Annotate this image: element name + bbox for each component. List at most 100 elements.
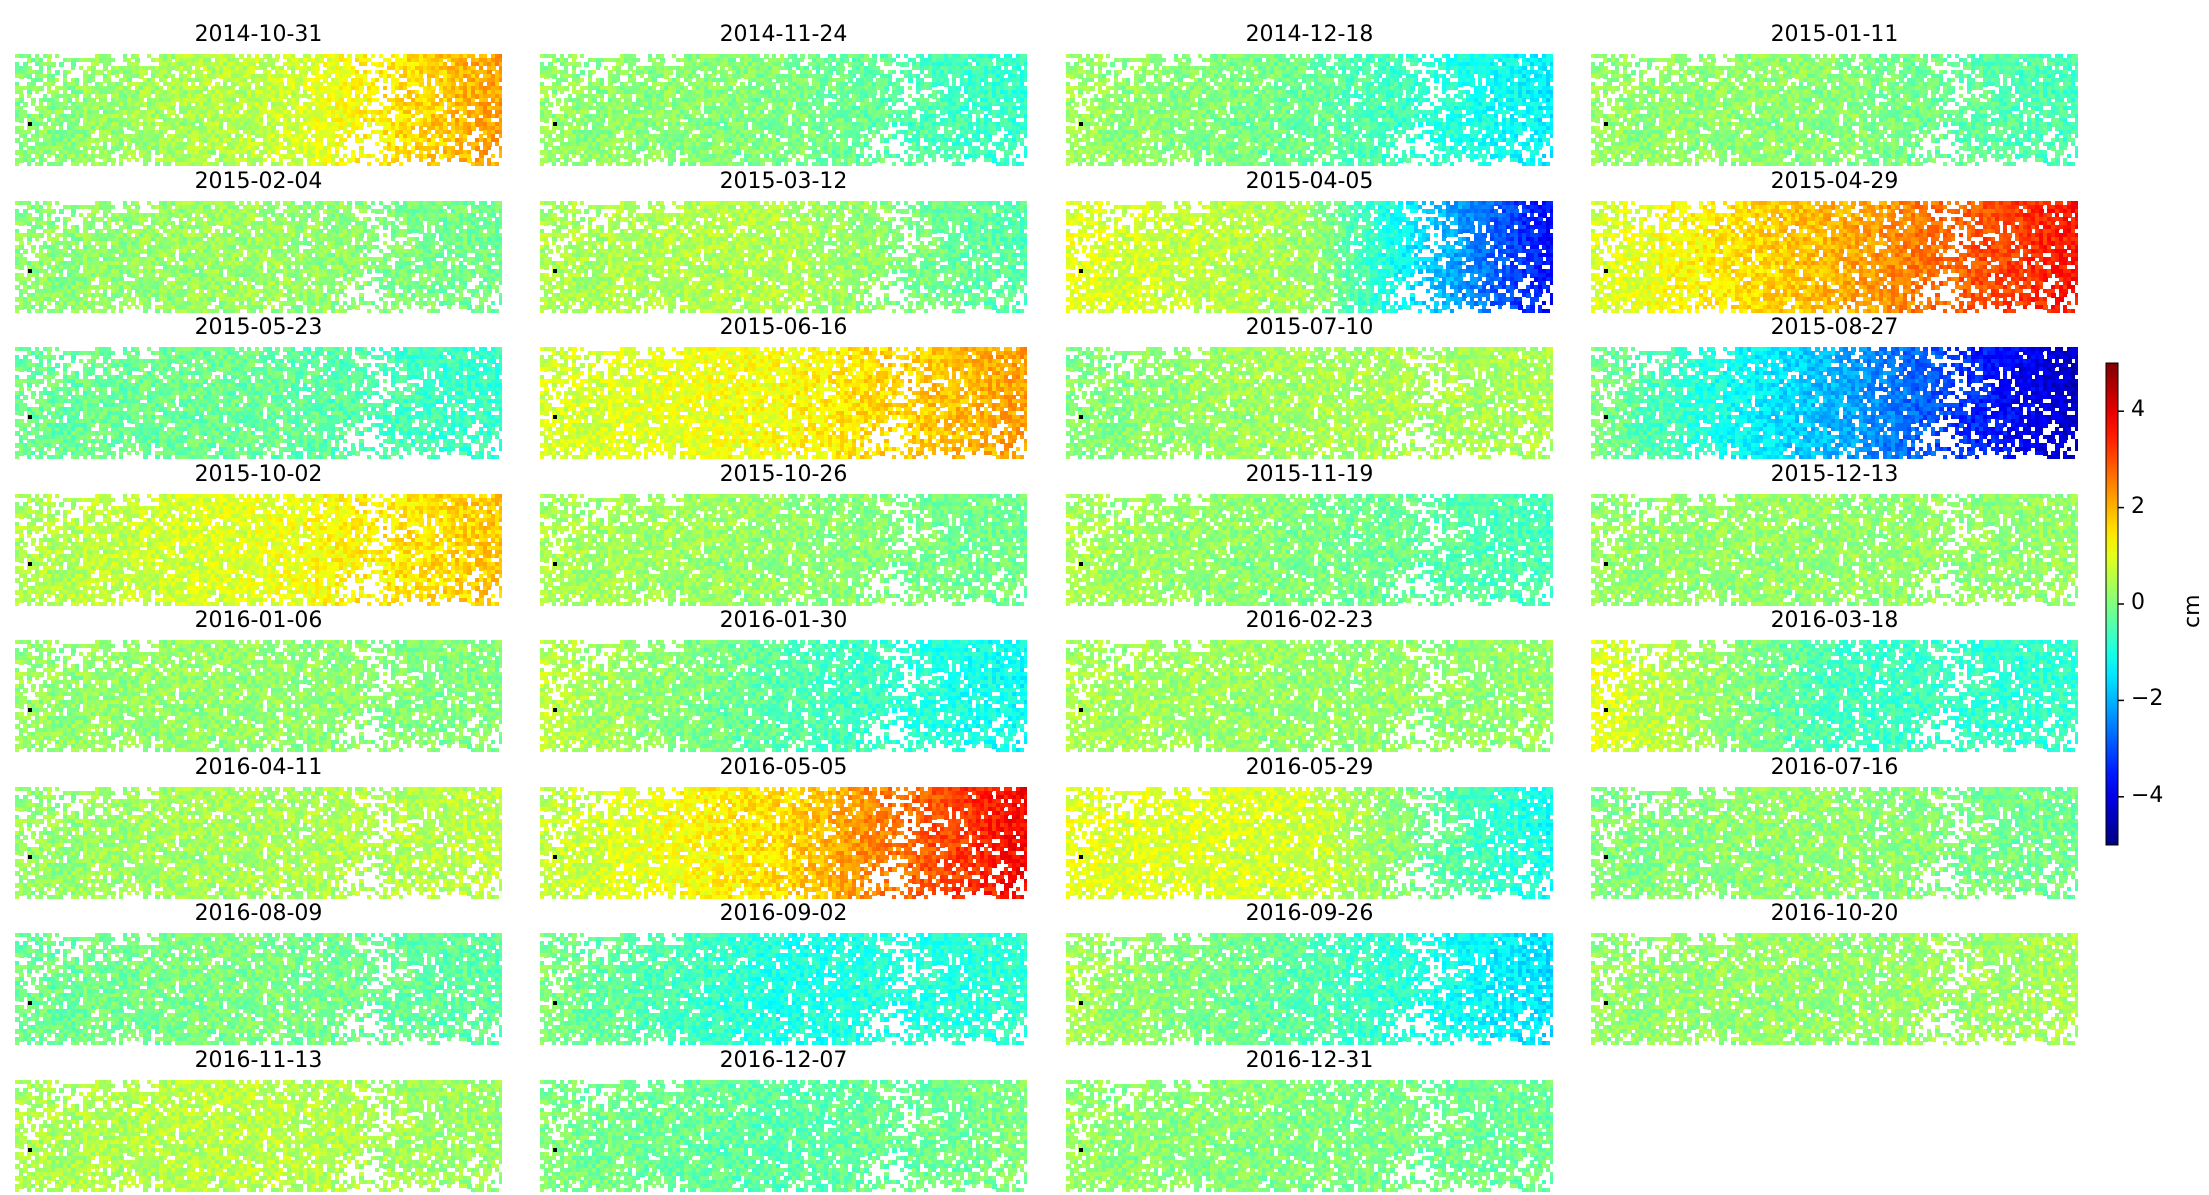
map-panel: 2014-11-24 — [540, 54, 1027, 166]
map-panel: 2016-02-23 — [1066, 640, 1553, 752]
displacement-pixels — [540, 201, 1027, 313]
displacement-map — [1066, 201, 1553, 313]
reference-point-marker — [1079, 1001, 1083, 1005]
displacement-map — [15, 787, 502, 899]
displacement-pixels — [540, 640, 1027, 752]
displacement-map — [15, 54, 502, 166]
reference-point-marker — [28, 1001, 32, 1005]
displacement-pixels — [1066, 787, 1553, 899]
displacement-pixels — [540, 494, 1027, 606]
panel-title: 2015-08-27 — [1591, 315, 2078, 340]
reference-point-marker — [28, 708, 32, 712]
reference-point-marker — [1604, 269, 1608, 273]
colorbar-unit-label: cm — [2180, 594, 2205, 628]
reference-point-marker — [1079, 855, 1083, 859]
reference-point-marker — [553, 415, 557, 419]
map-panel: 2016-03-18 — [1591, 640, 2078, 752]
panel-title: 2016-05-05 — [540, 755, 1027, 780]
colorbar-tick-label: 2 — [2131, 494, 2145, 519]
displacement-map — [1066, 1080, 1553, 1192]
panel-title: 2016-11-13 — [15, 1048, 502, 1073]
reference-point-marker — [553, 855, 557, 859]
displacement-map — [1591, 494, 2078, 606]
colorbar — [2105, 362, 2129, 846]
map-panel: 2015-07-10 — [1066, 347, 1553, 459]
map-panel: 2015-10-26 — [540, 494, 1027, 606]
displacement-pixels — [1591, 787, 2078, 899]
displacement-pixels — [540, 787, 1027, 899]
displacement-map — [1591, 640, 2078, 752]
reference-point-marker — [553, 708, 557, 712]
panel-title: 2016-03-18 — [1591, 608, 2078, 633]
reference-point-marker — [1604, 1001, 1608, 1005]
reference-point-marker — [1079, 122, 1083, 126]
displacement-pixels — [15, 640, 502, 752]
map-panel: 2015-04-29 — [1591, 201, 2078, 313]
displacement-map — [15, 201, 502, 313]
displacement-map — [540, 201, 1027, 313]
panel-title: 2016-10-20 — [1591, 901, 2078, 926]
displacement-pixels — [1591, 494, 2078, 606]
displacement-map — [540, 494, 1027, 606]
map-panel: 2016-01-06 — [15, 640, 502, 752]
map-panel: 2015-08-27 — [1591, 347, 2078, 459]
reference-point-marker — [1079, 562, 1083, 566]
reference-point-marker — [1079, 269, 1083, 273]
displacement-pixels — [1066, 933, 1553, 1045]
displacement-pixels — [1066, 201, 1553, 313]
displacement-map — [540, 787, 1027, 899]
panel-title: 2015-05-23 — [15, 315, 502, 340]
displacement-map — [15, 494, 502, 606]
displacement-pixels — [540, 933, 1027, 1045]
map-panel: 2016-04-11 — [15, 787, 502, 899]
displacement-pixels — [1066, 1080, 1553, 1192]
panel-title: 2014-10-31 — [15, 22, 502, 47]
panel-title: 2015-10-26 — [540, 462, 1027, 487]
displacement-map — [1591, 201, 2078, 313]
map-panel: 2015-02-04 — [15, 201, 502, 313]
displacement-map — [1591, 933, 2078, 1045]
panel-title: 2014-11-24 — [540, 22, 1027, 47]
reference-point-marker — [28, 855, 32, 859]
reference-point-marker — [1604, 562, 1608, 566]
map-panel: 2015-10-02 — [15, 494, 502, 606]
map-panel: 2015-12-13 — [1591, 494, 2078, 606]
panel-title: 2015-06-16 — [540, 315, 1027, 340]
displacement-map — [540, 54, 1027, 166]
panel-title: 2016-12-07 — [540, 1048, 1027, 1073]
displacement-map — [1066, 640, 1553, 752]
displacement-pixels — [1591, 54, 2078, 166]
reference-point-marker — [553, 1001, 557, 1005]
map-panel: 2016-01-30 — [540, 640, 1027, 752]
panel-title: 2016-08-09 — [15, 901, 502, 926]
map-panel: 2015-11-19 — [1066, 494, 1553, 606]
displacement-map — [1066, 933, 1553, 1045]
displacement-map — [15, 347, 502, 459]
displacement-pixels — [1591, 933, 2078, 1045]
colorbar-tick-label: −4 — [2131, 783, 2163, 808]
displacement-map — [1591, 787, 2078, 899]
displacement-pixels — [15, 54, 502, 166]
displacement-map — [15, 933, 502, 1045]
displacement-map — [1066, 494, 1553, 606]
displacement-pixels — [15, 494, 502, 606]
displacement-pixels — [15, 933, 502, 1045]
panel-title: 2016-01-06 — [15, 608, 502, 633]
reference-point-marker — [28, 122, 32, 126]
displacement-pixels — [1066, 347, 1553, 459]
map-panel: 2014-12-18 — [1066, 54, 1553, 166]
displacement-map — [1066, 347, 1553, 459]
map-panel: 2014-10-31 — [15, 54, 502, 166]
reference-point-marker — [1604, 415, 1608, 419]
displacement-map — [1591, 347, 2078, 459]
displacement-map — [540, 933, 1027, 1045]
displacement-map — [1591, 54, 2078, 166]
reference-point-marker — [1604, 122, 1608, 126]
displacement-pixels — [1066, 494, 1553, 606]
map-panel: 2016-08-09 — [15, 933, 502, 1045]
reference-point-marker — [28, 562, 32, 566]
map-panel: 2016-12-07 — [540, 1080, 1027, 1192]
colorbar-gradient — [2106, 363, 2118, 845]
map-panel: 2015-04-05 — [1066, 201, 1553, 313]
